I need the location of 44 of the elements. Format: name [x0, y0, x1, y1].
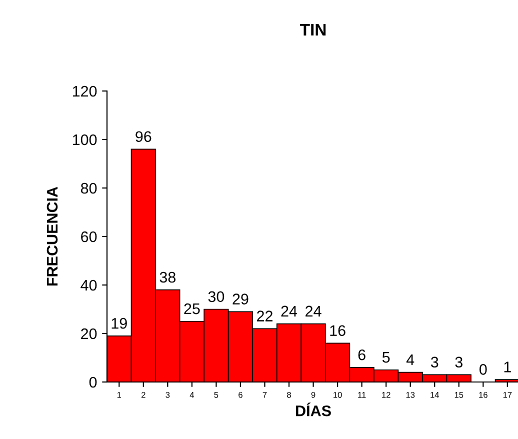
x-axis-title: DÍAS	[296, 402, 331, 416]
x-tick-label: 6	[238, 392, 242, 398]
data-label: 1	[504, 362, 511, 372]
x-tick-label: 16	[479, 392, 488, 398]
data-label: 38	[160, 272, 176, 283]
data-label: 25	[184, 303, 200, 314]
data-label: 24	[281, 306, 298, 316]
chart-title: TIN	[300, 24, 326, 36]
data-label: 5	[382, 352, 390, 363]
x-tick-label: 3	[166, 392, 170, 398]
data-label: 3	[455, 356, 462, 368]
x-tick-label: 8	[287, 392, 291, 398]
x-tick-label: 17	[503, 392, 512, 398]
x-tick-label: 4	[190, 392, 194, 398]
data-label: 24	[306, 306, 322, 316]
x-tick-label: 2	[142, 392, 146, 398]
data-label: 6	[358, 349, 366, 360]
x-tick-label: 12	[382, 392, 390, 398]
y-tick-label: 100	[72, 134, 97, 146]
y-tick-label: 80	[80, 182, 97, 194]
x-tick-label: 5	[214, 392, 218, 398]
data-label: 29	[232, 294, 248, 304]
data-label: 22	[257, 310, 272, 322]
x-tick-label: 15	[454, 392, 464, 398]
y-tick-label: 120	[72, 86, 97, 97]
data-label: 96	[136, 131, 152, 142]
y-tick-label: 40	[80, 280, 97, 291]
y-axis-title: FRECUENCIA	[46, 186, 58, 286]
x-tick-label: 7	[262, 392, 267, 398]
data-label: 30	[208, 291, 224, 302]
x-tick-label: 9	[311, 392, 316, 398]
data-label: 4	[406, 354, 414, 365]
y-tick-label: 20	[81, 328, 97, 340]
data-label: 16	[330, 325, 346, 336]
data-label: 0	[480, 364, 487, 375]
data-label: 3	[430, 356, 438, 368]
x-tick-label: 14	[430, 392, 440, 398]
x-tick-label: 1	[117, 392, 122, 398]
data-label: 19	[112, 318, 127, 329]
x-tick-label: 13	[406, 392, 415, 398]
x-tick-label: 11	[358, 392, 366, 398]
y-tick-label: 0	[89, 376, 97, 388]
x-tick-label: 10	[334, 392, 342, 398]
y-tick-label: 60	[81, 231, 97, 242]
